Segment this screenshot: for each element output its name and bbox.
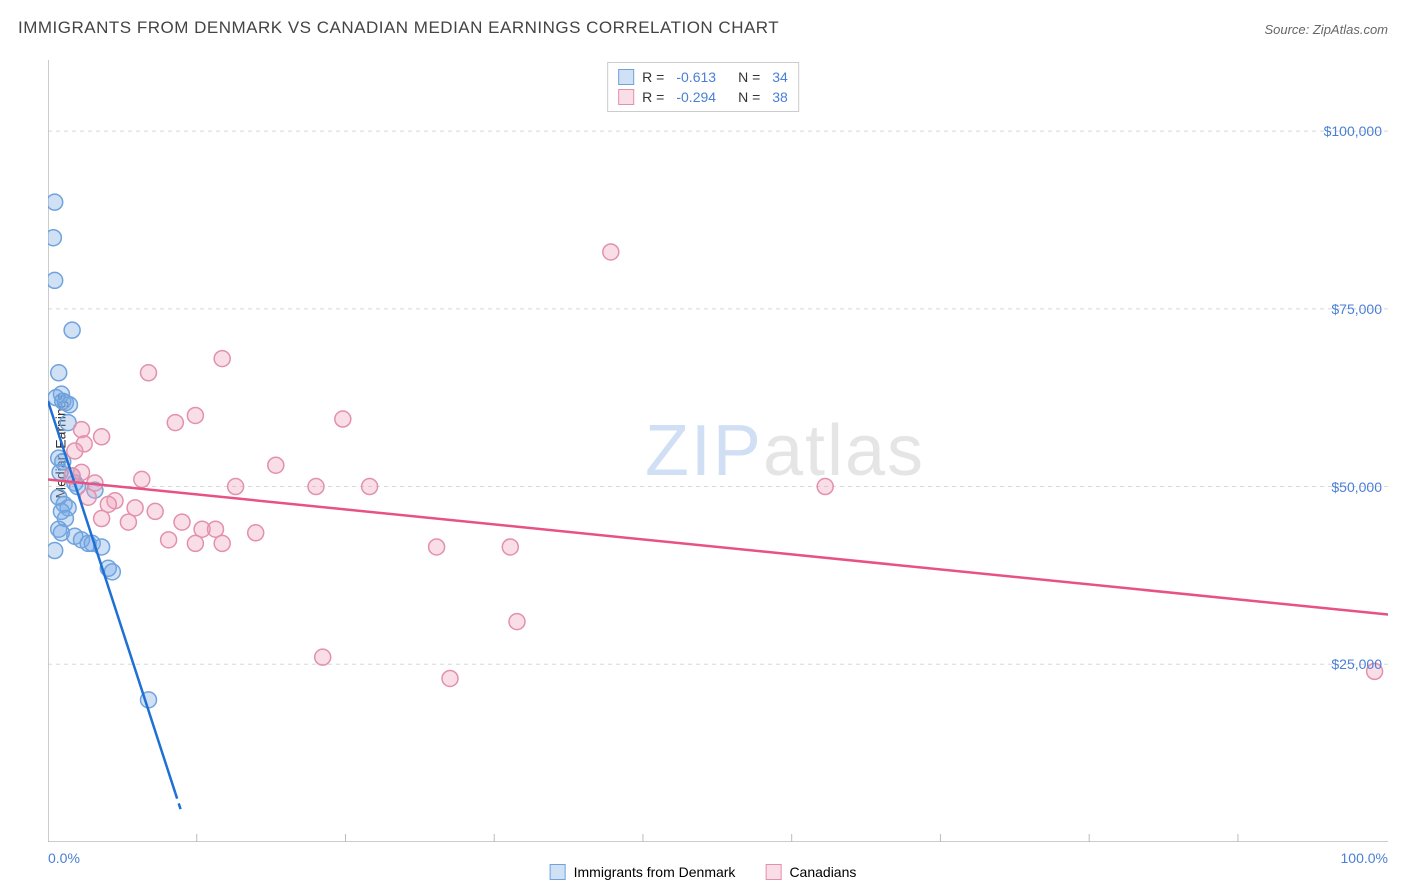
y-tick-label: $100,000: [1324, 123, 1382, 139]
legend-label: Canadians: [789, 864, 856, 880]
legend-swatch: [765, 864, 781, 880]
chart-area: ZIPatlas $25,000$50,000$75,000$100,0000.…: [48, 60, 1388, 842]
chart-title: IMMIGRANTS FROM DENMARK VS CANADIAN MEDI…: [18, 18, 779, 38]
n-value: 34: [772, 69, 788, 85]
legend-swatch: [618, 69, 634, 85]
y-tick-label: $25,000: [1331, 656, 1382, 672]
series-legend-item: Immigrants from Denmark: [550, 864, 736, 880]
r-value: -0.294: [676, 89, 716, 105]
x-tick-label: 0.0%: [48, 850, 80, 866]
r-value: -0.613: [676, 69, 716, 85]
source-label: Source: ZipAtlas.com: [1264, 22, 1388, 37]
n-label: N =: [738, 69, 760, 85]
legend-swatch: [550, 864, 566, 880]
n-value: 38: [772, 89, 788, 105]
scatter-plot: [48, 60, 1388, 842]
y-tick-label: $75,000: [1331, 301, 1382, 317]
r-label: R =: [642, 69, 664, 85]
series-legend: Immigrants from Denmark Canadians: [550, 864, 857, 880]
correlation-legend-row: R = -0.294 N = 38: [618, 87, 788, 107]
series-legend-item: Canadians: [765, 864, 856, 880]
r-label: R =: [642, 89, 664, 105]
legend-swatch: [618, 89, 634, 105]
n-label: N =: [738, 89, 760, 105]
y-tick-label: $50,000: [1331, 479, 1382, 495]
legend-label: Immigrants from Denmark: [574, 864, 736, 880]
correlation-legend: R = -0.613 N = 34 R = -0.294 N = 38: [607, 62, 799, 112]
chart-container: IMMIGRANTS FROM DENMARK VS CANADIAN MEDI…: [0, 0, 1406, 892]
x-tick-label: 100.0%: [1341, 850, 1388, 866]
correlation-legend-row: R = -0.613 N = 34: [618, 67, 788, 87]
